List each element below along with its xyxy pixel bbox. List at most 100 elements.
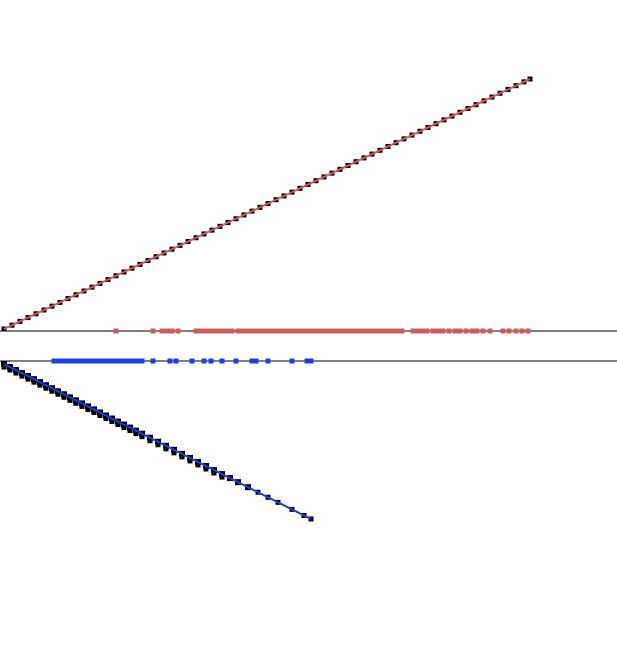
lower-point-shadow — [73, 401, 79, 406]
lower-point-shadow — [163, 447, 169, 452]
lower-rug-mark — [107, 358, 113, 364]
upper-rug-mark — [169, 328, 175, 334]
lower-point-shadow — [91, 410, 97, 415]
lower-rug-mark — [79, 358, 85, 364]
upper-rug-mark — [391, 328, 397, 334]
lower-point-shadow — [31, 380, 37, 385]
lower-rug-mark — [167, 358, 173, 364]
upper-rug-mark — [359, 328, 365, 334]
lower-point-shadow — [25, 377, 31, 382]
lower-rug-mark — [308, 358, 314, 364]
upper-rug-mark — [175, 328, 181, 334]
upper-rug-mark — [435, 328, 441, 334]
upper-rug-mark — [299, 328, 305, 334]
lower-rug-mark — [111, 358, 117, 364]
upper-rug-mark — [255, 328, 261, 334]
upper-rug-mark — [383, 328, 389, 334]
axes-layer — [0, 330, 617, 362]
upper-rug-mark — [279, 328, 285, 334]
lower-rug-mark — [63, 358, 69, 364]
lower-rug-mark — [135, 358, 141, 364]
lower-point-shadow — [61, 395, 67, 400]
upper-rug-mark — [506, 328, 512, 334]
upper-rug-mark — [487, 328, 493, 334]
upper-rug-mark — [235, 328, 241, 334]
lower-rug-mark — [131, 358, 137, 364]
lower-point-shadow — [37, 383, 43, 388]
upper-rug-mark — [311, 328, 317, 334]
upper-rug-mark — [343, 328, 349, 334]
lower-point-shadow — [127, 429, 133, 434]
upper-rug-mark — [113, 328, 119, 334]
upper-rug-mark — [440, 328, 446, 334]
lower-rug-mark — [219, 358, 225, 364]
lower-point-shadow — [109, 420, 115, 425]
upper-rug-mark — [303, 328, 309, 334]
upper-rug-mark — [371, 328, 377, 334]
upper-rug-mark — [271, 328, 277, 334]
lower-rug-mark — [304, 358, 310, 364]
upper-trend-line — [3, 78, 531, 330]
lower-rug-mark — [59, 358, 65, 364]
upper-rug-mark — [275, 328, 281, 334]
lower-rug-mark — [173, 358, 179, 364]
lower-rug-mark — [87, 358, 93, 364]
upper-rug-mark — [215, 328, 221, 334]
upper-rug-mark — [150, 328, 156, 334]
lower-rug-mark — [201, 358, 207, 364]
upper-rug-mark — [463, 328, 469, 334]
upper-rug-mark — [335, 328, 341, 334]
upper-rug-mark — [379, 328, 385, 334]
upper-rug-mark — [500, 328, 506, 334]
lower-rug-mark — [189, 358, 195, 364]
lower-point-shadow — [115, 423, 121, 428]
lower-point-shadow — [67, 398, 73, 403]
upper-rug-mark — [295, 328, 301, 334]
upper-rug-mark — [287, 328, 293, 334]
upper-rug-mark — [263, 328, 269, 334]
lower-point-shadow — [219, 475, 225, 480]
lower-point-shadow — [103, 416, 109, 421]
upper-rug-mark — [525, 328, 531, 334]
marks-layer — [1, 76, 533, 522]
lower-rug-mark — [123, 358, 129, 364]
upper-rug-mark — [219, 328, 225, 334]
lower-rug-mark — [91, 358, 97, 364]
lower-rug-mark — [95, 358, 101, 364]
lower-point-shadow — [139, 435, 145, 440]
lower-rug-mark — [99, 358, 105, 364]
lower-trend-line — [3, 363, 312, 520]
upper-rug-mark — [410, 328, 416, 334]
upper-rug-mark — [315, 328, 321, 334]
upper-rug-mark — [291, 328, 297, 334]
upper-rug-mark — [446, 328, 452, 334]
upper-rug-mark — [415, 328, 421, 334]
upper-rug-mark — [367, 328, 373, 334]
lower-point-shadow — [203, 467, 209, 472]
lower-rug-mark — [233, 358, 239, 364]
lower-rug-mark — [253, 358, 259, 364]
upper-rug-mark — [207, 328, 213, 334]
lower-point-shadow — [179, 455, 185, 460]
lower-rug-mark — [127, 358, 133, 364]
upper-rug-mark — [193, 328, 199, 334]
upper-rug-mark — [399, 328, 405, 334]
lower-rug-mark — [67, 358, 73, 364]
lower-point-shadow — [85, 407, 91, 412]
lower-rug-mark — [83, 358, 89, 364]
lower-point-shadow — [133, 432, 139, 437]
lower-point-shadow — [147, 439, 153, 444]
upper-rug-mark — [224, 328, 230, 334]
lower-point-shadow — [211, 471, 217, 476]
lower-point-shadow — [43, 386, 49, 391]
upper-rug-mark — [250, 328, 256, 334]
upper-rug-mark — [469, 328, 475, 334]
upper-rug-mark — [327, 328, 333, 334]
lower-point-shadow — [195, 463, 201, 468]
upper-rug-mark — [283, 328, 289, 334]
upper-rug-mark — [267, 328, 273, 334]
lower-point-shadow — [49, 389, 55, 394]
upper-rug-mark — [457, 328, 463, 334]
lower-point-shadow — [171, 451, 177, 456]
